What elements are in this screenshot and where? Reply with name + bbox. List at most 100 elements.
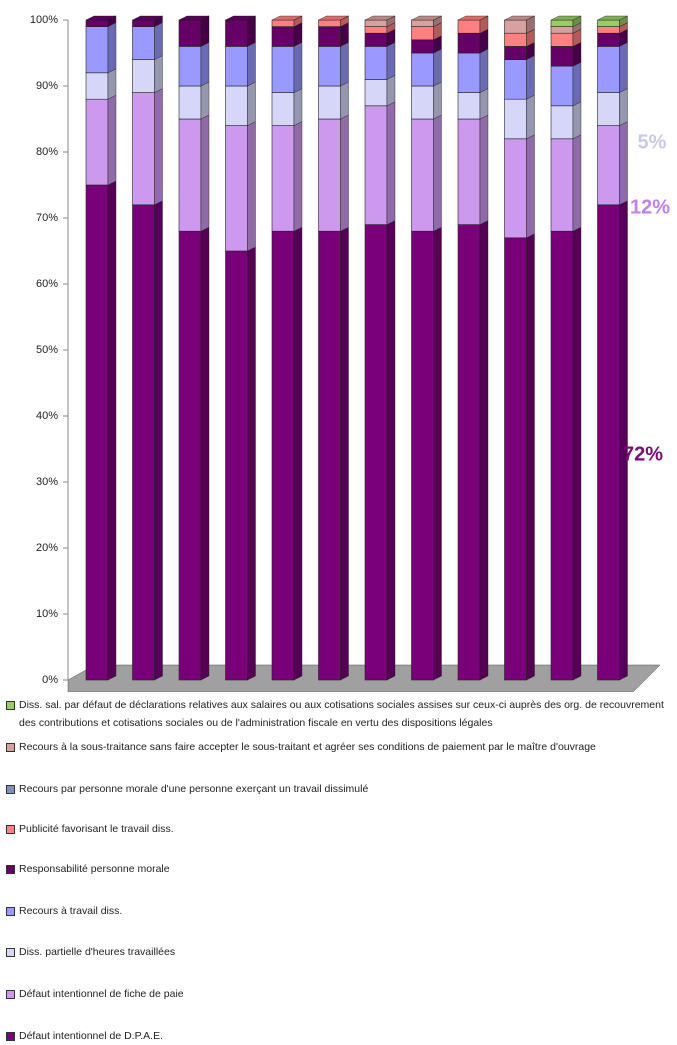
y-tick-label: 0% [42,674,58,686]
bar-side [247,121,256,252]
bar-segment [178,230,202,681]
bar-side [526,134,535,239]
bar-side [479,114,489,225]
bar-segment [504,19,527,34]
bar-segment [504,46,527,60]
bar-segment [364,26,388,34]
bar-side [154,22,163,60]
legend-swatch [6,865,15,874]
bar-side [479,88,489,120]
legend-item: Recours à la sous-traitance sans faire a… [6,738,666,756]
bar-segment [85,26,109,74]
bar-side [340,81,349,120]
bar-segment [132,26,155,60]
y-tick-label: 20% [36,542,58,554]
y-tick-label: 90% [36,80,58,92]
legend-swatch [6,1032,15,1041]
annotation: 5% [638,131,667,153]
bar-segment [318,118,341,232]
legend-swatch [6,907,15,916]
legend-swatch [6,743,15,752]
legend-item: Recours à travail diss. [6,902,666,920]
bar-side [386,42,396,80]
bar-side [572,101,582,140]
bar-segment [504,237,527,681]
bar-side [526,233,535,681]
bar-segment [457,224,481,681]
bar-top [504,15,535,21]
bar-segment [85,19,109,27]
bar-side [293,88,303,126]
legend-item: Responsabilité personne morale [6,860,666,878]
bar-segment [271,46,295,93]
y-tick-label: 80% [36,146,58,158]
legend-label: Recours par personne morale d'une person… [19,783,369,795]
bar-segment [318,85,341,120]
bar-segment [178,19,202,47]
bar-side [247,246,256,681]
bar-side [200,42,210,87]
bar-segment [457,92,481,120]
bar-segment [85,72,109,100]
bar-segment [225,85,248,126]
bar-segment [550,138,574,232]
bar-side [107,68,117,100]
bar-segment [178,46,202,87]
bar-side [340,114,349,232]
bar-segment [597,32,620,47]
annotation: 72% [623,443,663,465]
bar-segment [550,105,574,140]
bar-segment [457,32,481,54]
bar-side [154,55,163,93]
bar-side [200,226,210,681]
bar-side [433,114,442,232]
bar-side [247,15,256,47]
bar-side [154,200,163,681]
legend-swatch [6,825,15,834]
bar-segment [597,125,620,206]
bar-segment [271,19,295,27]
bar-segment [85,98,109,186]
bar-segment [364,105,388,225]
bar-side [386,75,396,107]
bar-side [154,88,163,206]
bar-segment [225,46,248,87]
y-tick-label: 70% [36,212,58,224]
bar-segment [364,46,388,80]
bar-segment [504,138,527,239]
y-tick-label: 100% [30,14,58,26]
bar-side [293,121,303,232]
y-tick-label: 10% [36,608,58,620]
bar-segment [411,26,434,41]
bar-top [225,15,256,21]
bar-top [411,15,442,21]
bar-side [433,81,442,120]
bar-top [318,15,349,21]
bar-segment [411,85,434,120]
bar-segment [597,19,620,27]
bar-top [364,15,396,21]
bar-segment [85,184,109,681]
legend-label: Diss. sal. par défaut de déclarations re… [19,699,664,729]
bar-segment [271,125,295,232]
bar-side [247,81,256,126]
bar-segment [318,230,341,681]
bar-side [340,42,349,87]
bar-segment [597,46,620,93]
bar-segment [364,79,388,107]
bar-side [479,220,489,681]
bar-segment [318,46,341,87]
bar-side [619,200,628,681]
bar-side [433,226,442,681]
bar-side [526,94,535,140]
bar-segment [411,230,434,681]
legend-label: Publicité favorisant le travail diss. [19,823,174,835]
bar-top [132,15,163,21]
annotation: 12% [630,196,670,218]
bar-side [107,180,117,681]
bar-side [293,226,303,681]
legend-label: Défaut intentionnel de D.P.A.E. [19,1030,163,1042]
bar-segment [132,59,155,93]
legend-item: Défaut intentionnel de fiche de paie [6,985,666,1003]
legend-item: Recours par personne morale d'une person… [6,780,666,798]
